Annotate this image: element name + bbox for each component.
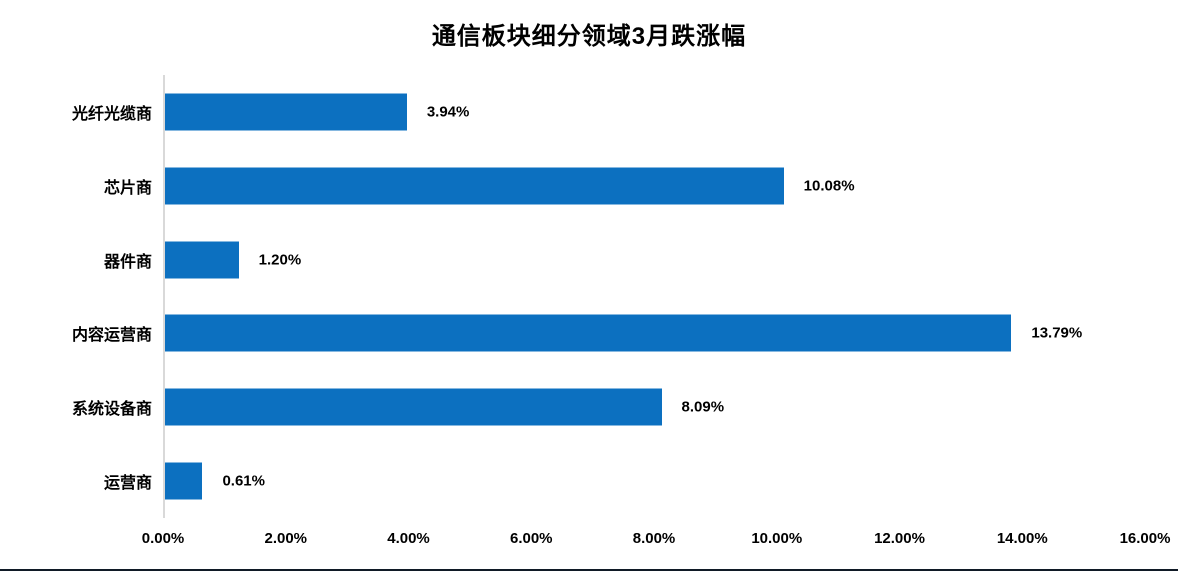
bar-5 xyxy=(165,388,662,426)
x-tick-label: 14.00% xyxy=(996,530,1048,547)
category-label: 光纤光缆商 xyxy=(71,105,152,123)
x-tick-label: 16.00% xyxy=(1119,530,1171,547)
x-tick-label: 8.00% xyxy=(632,530,676,547)
bar-value-label: 8.09% xyxy=(681,398,725,416)
bar-value-label: 3.94% xyxy=(426,103,470,121)
y-axis-line xyxy=(163,75,165,518)
category-slot: 芯片商 xyxy=(0,149,152,223)
category-label: 内容运营商 xyxy=(71,327,152,345)
category-label: 器件商 xyxy=(103,253,152,271)
bar-value-label: 13.79% xyxy=(1031,324,1083,342)
x-tick-label: 0.00% xyxy=(141,530,185,547)
bar-row: 1.20% xyxy=(163,223,1145,297)
bar-2 xyxy=(165,167,784,205)
bar-row: 13.79% xyxy=(163,296,1145,370)
x-tick-label: 12.00% xyxy=(874,530,925,547)
bar-6 xyxy=(165,462,203,500)
bar-3 xyxy=(165,241,239,279)
category-label: 运营商 xyxy=(103,475,152,493)
bar-1 xyxy=(165,93,407,131)
category-slot: 运营商 xyxy=(0,444,152,518)
bar-row: 8.09% xyxy=(163,370,1145,444)
x-tick-label: 4.00% xyxy=(387,530,430,547)
bar-value-label: 10.08% xyxy=(803,177,855,195)
bar-row: 10.08% xyxy=(163,149,1145,223)
bar-row: 3.94% xyxy=(163,75,1145,149)
category-axis-labels: 光纤光缆商芯片商器件商内容运营商系统设备商运营商 xyxy=(0,75,152,518)
category-slot: 系统设备商 xyxy=(0,370,152,444)
category-slot: 光纤光缆商 xyxy=(0,75,152,149)
category-label: 芯片商 xyxy=(103,179,152,197)
chart-title: 通信板块细分领域3月跌涨幅 xyxy=(431,23,747,50)
plot-area: 3.94% 10.08% 1.20% 13.79% 8.09% 0.61% xyxy=(163,75,1145,518)
bar-value-label: 0.61% xyxy=(222,472,265,490)
x-axis-labels: 0.00% 2.00% 4.00% 6.00% 8.00% 10.00% 12.00% 14.… xyxy=(142,530,1171,552)
bottom-border-line xyxy=(0,569,1178,571)
bar-4 xyxy=(165,314,1012,352)
x-tick-label: 2.00% xyxy=(264,530,308,547)
bar-value-label: 1.20% xyxy=(258,251,302,269)
category-slot: 内容运营商 xyxy=(0,296,152,370)
x-tick-label: 10.00% xyxy=(751,530,803,547)
category-slot: 器件商 xyxy=(0,223,152,297)
category-label: 系统设备商 xyxy=(71,401,152,419)
x-tick-label: 6.00% xyxy=(509,530,553,547)
bar-row: 0.61% xyxy=(163,444,1145,518)
